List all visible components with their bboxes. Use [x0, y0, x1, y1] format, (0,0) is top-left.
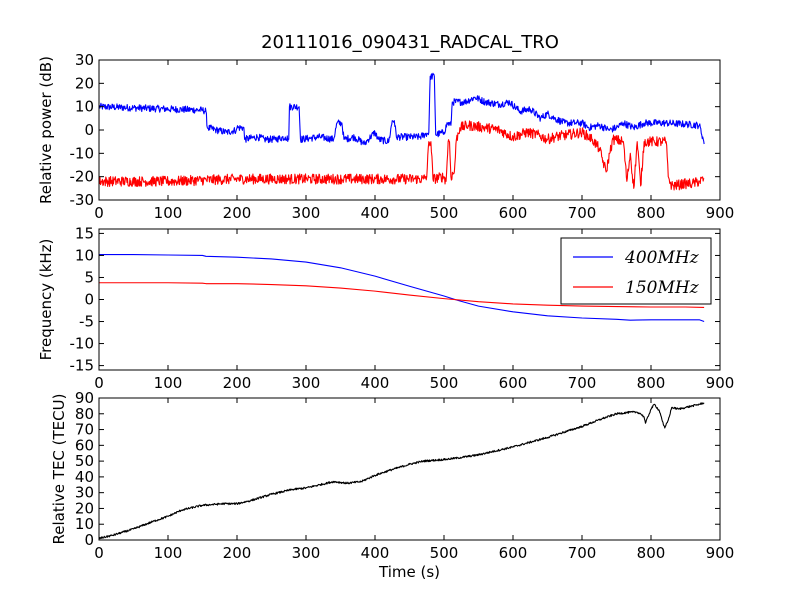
x-tick-label: 0	[94, 544, 104, 562]
y-axis-title: Relative TEC (TECU)	[50, 394, 68, 545]
plot-area	[99, 402, 705, 540]
x-tick-label: 700	[568, 374, 597, 392]
x-tick-label: 400	[361, 544, 390, 562]
y-axis-title: Relative power (dB)	[37, 56, 55, 204]
y-tick-label: 15	[75, 224, 94, 242]
y-tick-label: -15	[70, 357, 95, 375]
x-tick-label: 600	[499, 374, 528, 392]
y-tick-label: 70	[75, 421, 94, 439]
x-axis-title: Time (s)	[378, 563, 440, 581]
y-tick-label: 50	[75, 452, 94, 470]
x-tick-label: 400	[361, 204, 390, 222]
y-tick-label: -30	[70, 191, 95, 209]
y-tick-label: 40	[75, 468, 94, 486]
x-tick-label: 200	[223, 204, 252, 222]
x-tick-label: 500	[430, 374, 459, 392]
x-tick-label: 300	[292, 544, 321, 562]
series-line-series-1	[99, 72, 705, 146]
series-line-150mhz	[99, 282, 705, 308]
legend: 400MHz 150MHz	[560, 237, 712, 305]
x-tick-label: 800	[637, 204, 666, 222]
x-tick-label: 800	[637, 544, 666, 562]
subplot-1: 0 100 200 300 400 500 600 700 800 900 -30 -20 -10 0 10…	[37, 51, 734, 222]
legend-label-400mhz: 400MHz	[624, 248, 700, 268]
x-tick-label: 100	[154, 544, 183, 562]
x-tick-label: 300	[292, 204, 321, 222]
y-tick-label: 0	[84, 121, 94, 139]
x-tick-label: 700	[568, 544, 597, 562]
x-tick-label: 200	[223, 374, 252, 392]
x-tick-label: 900	[706, 374, 735, 392]
x-tick-label: 900	[706, 204, 735, 222]
y-tick-label: 5	[84, 268, 94, 286]
x-tick-label: 700	[568, 204, 597, 222]
x-tick-label: 100	[154, 204, 183, 222]
x-tick-label: 400	[361, 374, 390, 392]
x-tick-label: 600	[499, 544, 528, 562]
legend-label-150mhz: 150MHz	[625, 278, 700, 298]
y-tick-label: 60	[75, 436, 94, 454]
y-tick-label: 0	[84, 531, 94, 549]
y-tick-label: 80	[75, 405, 94, 423]
y-tick-label: 0	[84, 291, 94, 309]
y-tick-label: 10	[75, 515, 94, 533]
axes-frame	[98, 397, 721, 541]
x-tick-label: 0	[94, 374, 104, 392]
series-line-series-2	[99, 120, 705, 191]
series-line-400mhz	[99, 254, 705, 323]
x-tick-label: 500	[430, 204, 459, 222]
y-tick-label: 10	[75, 98, 94, 116]
plot-area	[99, 72, 705, 191]
y-tick-label: 20	[75, 499, 94, 517]
figure-title: 20111016_090431_RADCAL_TRO	[261, 32, 559, 53]
x-tick-label: 900	[706, 544, 735, 562]
x-tick-label: 0	[94, 204, 104, 222]
x-tick-label: 800	[637, 374, 666, 392]
x-tick-label: 500	[430, 544, 459, 562]
y-tick-label: 30	[75, 51, 94, 69]
y-tick-label: 90	[75, 389, 94, 407]
y-tick-label: -20	[70, 168, 95, 186]
subplot-3: 0 100 200 300 400 500 600 700 800 900 010203040506…	[50, 389, 734, 581]
y-tick-label: 10	[75, 246, 94, 264]
y-tick-label: 20	[75, 74, 94, 92]
x-tick-label: 600	[499, 204, 528, 222]
subplot-2: 0 100 200 300 400 500 600 700 800 900 -15 -10 -5 0 5 10…	[37, 224, 734, 392]
y-tick-label: -10	[70, 335, 95, 353]
x-tick-label: 300	[292, 374, 321, 392]
y-tick-label: 30	[75, 484, 94, 502]
y-tick-label: -10	[70, 144, 95, 162]
y-axis-title: Frequency (kHz)	[37, 239, 55, 361]
series-line-series-1	[99, 402, 705, 540]
plot-area	[99, 254, 705, 323]
x-tick-label: 100	[154, 374, 183, 392]
x-tick-label: 200	[223, 544, 252, 562]
subplots: 0 100 200 300 400 500 600 700 800 900-30-20-10010…	[37, 51, 734, 581]
legend-box	[560, 237, 712, 305]
y-tick-label: -5	[79, 313, 94, 331]
